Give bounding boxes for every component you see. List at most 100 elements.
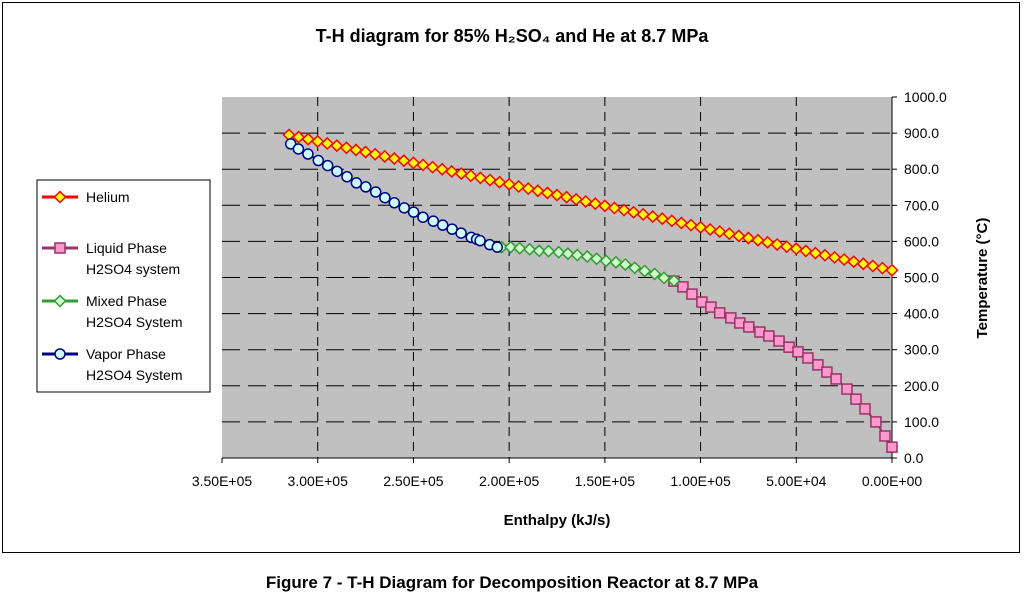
data-point xyxy=(821,366,833,378)
data-point xyxy=(513,241,527,255)
series-helium xyxy=(282,128,899,277)
data-point xyxy=(570,248,584,262)
data-point xyxy=(859,403,871,415)
plot-area: 0.0 100.0 200.0 300.0 400.0 500.0 600.0 700.0 80… xyxy=(192,89,947,489)
x-axis-label: Enthalpy (kJ/s) xyxy=(504,512,611,529)
data-point xyxy=(703,222,717,237)
legend-swatch-marker xyxy=(54,242,66,254)
data-point xyxy=(732,229,746,243)
data-point xyxy=(713,225,727,239)
data-point xyxy=(579,194,593,209)
data-point xyxy=(655,212,669,226)
data-point xyxy=(512,179,526,194)
data-point xyxy=(646,210,660,224)
x-tick-label: 0.00E+00 xyxy=(862,473,923,489)
data-point xyxy=(397,154,411,168)
data-point xyxy=(387,151,401,166)
data-point xyxy=(648,267,662,281)
legend-label: Helium xyxy=(86,189,130,205)
data-point xyxy=(627,205,641,219)
data-point xyxy=(349,143,363,157)
x-tick-label: 3.50E+05 xyxy=(192,473,253,489)
legend-label: Liquid Phase xyxy=(86,240,167,256)
legend-swatch-marker xyxy=(53,190,67,204)
legend-swatch-marker xyxy=(53,294,67,308)
data-point xyxy=(474,234,486,247)
data-point xyxy=(531,184,545,198)
x-tick-label: 1.50E+05 xyxy=(575,473,636,489)
data-point xyxy=(677,281,689,293)
data-point xyxy=(464,169,478,183)
data-point xyxy=(599,254,613,268)
data-point xyxy=(532,244,546,258)
chart-title: T-H diagram for 85% H₂SO₄ and He at 8.7 … xyxy=(316,26,710,46)
data-point xyxy=(445,164,459,178)
data-point xyxy=(628,261,642,275)
data-point xyxy=(618,257,632,272)
data-point xyxy=(866,259,880,273)
data-point xyxy=(741,231,755,245)
data-point xyxy=(540,186,554,200)
legend-label: H2SO4 system xyxy=(86,261,180,277)
data-point xyxy=(378,149,392,163)
legend-label: Mixed Phase xyxy=(86,293,167,309)
data-point xyxy=(598,199,612,213)
data-point xyxy=(417,211,429,223)
x-tick-label: 2.50E+05 xyxy=(383,473,444,489)
data-point xyxy=(743,321,755,333)
data-point xyxy=(435,162,449,176)
data-point xyxy=(667,274,681,288)
y-tick-label: 100.0 xyxy=(904,414,939,430)
y-tick-label: 700.0 xyxy=(904,197,939,213)
data-point xyxy=(847,255,861,269)
data-point xyxy=(360,181,372,193)
y-tick-label: 0.0 xyxy=(904,450,924,466)
data-point xyxy=(789,242,803,256)
data-point xyxy=(674,216,688,230)
data-point xyxy=(330,139,344,153)
y-tick-label: 1000.0 xyxy=(904,89,947,105)
data-point xyxy=(493,175,507,189)
legend-swatch-marker xyxy=(54,348,66,360)
y-tick-label: 200.0 xyxy=(904,378,939,394)
data-point xyxy=(713,307,726,319)
data-point xyxy=(841,383,853,395)
data-point xyxy=(369,186,382,198)
y-tick-label: 400.0 xyxy=(904,306,939,322)
data-point xyxy=(350,177,363,189)
y-tick-label: 900.0 xyxy=(904,125,939,141)
data-point xyxy=(302,148,314,160)
data-point xyxy=(590,252,604,266)
data-point xyxy=(885,263,899,277)
data-point xyxy=(830,373,842,385)
x-tick-label: 3.00E+05 xyxy=(288,473,349,489)
data-point xyxy=(552,245,566,259)
data-point xyxy=(560,190,574,204)
data-point xyxy=(483,173,497,187)
data-point xyxy=(780,240,794,254)
data-point xyxy=(398,202,410,214)
legend: Helium Liquid Phase H2SO4 system Mixed Phas… xyxy=(36,179,211,393)
data-point xyxy=(686,288,698,300)
legend-box xyxy=(36,179,211,393)
data-point xyxy=(339,141,353,155)
data-point xyxy=(312,154,325,167)
data-point xyxy=(751,233,765,247)
data-point xyxy=(341,171,353,183)
series-liquid-phase-h2so4-system xyxy=(668,275,898,453)
data-point xyxy=(588,197,602,211)
data-point xyxy=(416,158,430,172)
data-point xyxy=(454,167,468,181)
data-point xyxy=(808,246,822,260)
data-point xyxy=(388,197,401,209)
data-point xyxy=(368,147,382,161)
data-point xyxy=(763,330,775,342)
data-point xyxy=(311,134,325,148)
data-point xyxy=(542,244,556,258)
data-point xyxy=(569,192,583,206)
data-point xyxy=(870,416,882,428)
data-point xyxy=(436,219,449,231)
data-point xyxy=(761,235,775,249)
data-point xyxy=(301,132,315,146)
plot-background xyxy=(222,97,892,458)
